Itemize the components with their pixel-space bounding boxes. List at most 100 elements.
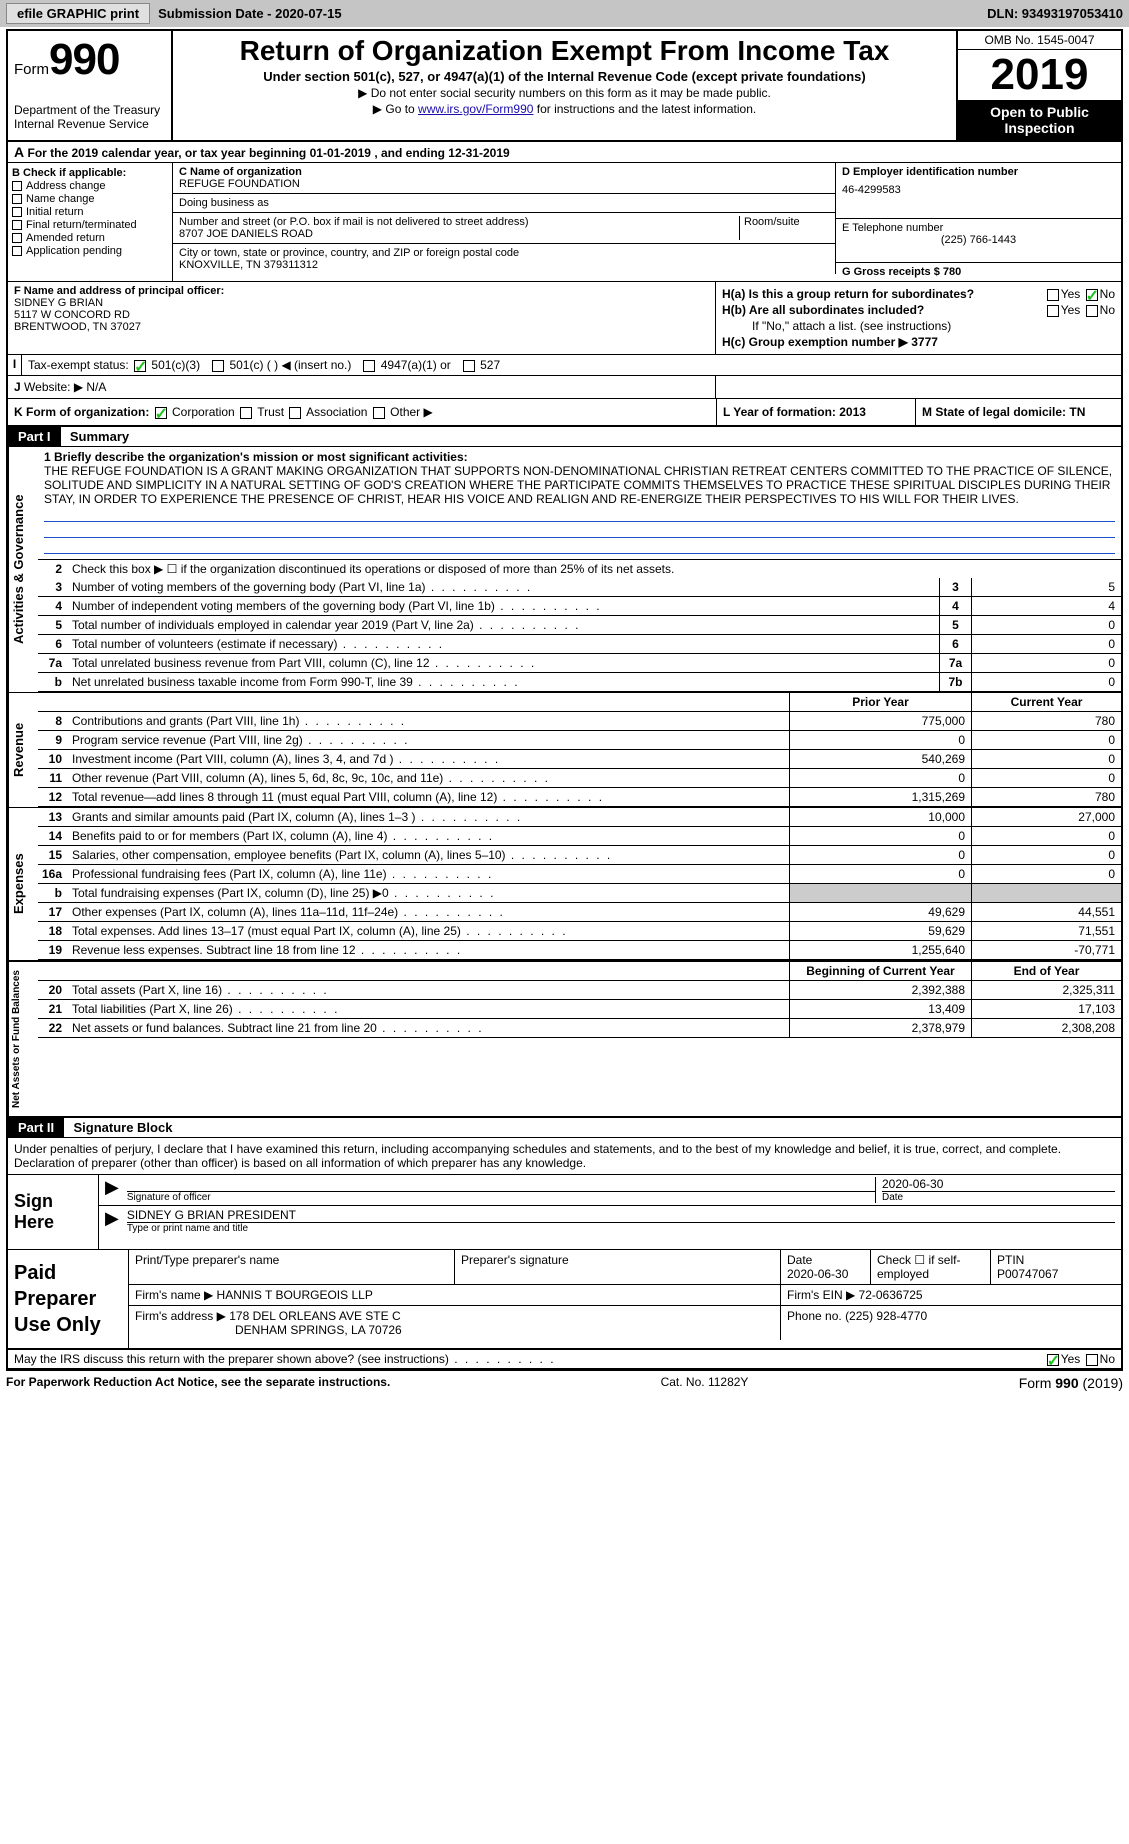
row-a-tax-year: A For the 2019 calendar year, or tax yea…	[8, 142, 1121, 163]
ha-no-checkbox[interactable]	[1086, 289, 1098, 301]
ptin-value: P00747067	[997, 1267, 1058, 1281]
firm-phone-label: Phone no.	[787, 1309, 842, 1323]
table-row: 10Investment income (Part VIII, column (…	[38, 750, 1121, 769]
city-label: City or town, state or province, country…	[179, 247, 519, 259]
box-d-ein: D Employer identification number 46-4299…	[836, 163, 1121, 219]
cb-application-pending[interactable]: Application pending	[12, 245, 168, 257]
vtab-governance: Activities & Governance	[8, 447, 38, 692]
part-i-badge: Part I	[8, 427, 61, 446]
sign-here-block: Sign Here ▶ Signature of officer 2020-06…	[8, 1175, 1121, 1250]
table-row: 6Total number of volunteers (estimate if…	[38, 635, 1121, 654]
cb-address-change[interactable]: Address change	[12, 180, 168, 192]
irs-form990-link[interactable]: www.irs.gov/Form990	[418, 102, 533, 116]
cb-final-return[interactable]: Final return/terminated	[12, 219, 168, 231]
prep-date-label: Date	[787, 1253, 812, 1267]
signature-label: Signature of officer	[127, 1191, 875, 1203]
form-990-page: Form990 Department of the Treasury Inter…	[6, 29, 1123, 1371]
ha-yes-checkbox[interactable]	[1047, 289, 1059, 301]
h-c-text: H(c) Group exemption number ▶ 3777	[722, 335, 938, 349]
discuss-no-checkbox[interactable]	[1086, 1354, 1098, 1366]
row-k-org-form: K Form of organization: Corporation Trus…	[8, 399, 1121, 427]
officer-name: SIDNEY G BRIAN	[14, 297, 103, 309]
form-subtitle: Under section 501(c), 527, or 4947(a)(1)…	[181, 69, 948, 84]
firm-name: HANNIS T BOURGEOIS LLP	[217, 1288, 373, 1302]
hb-yes-checkbox[interactable]	[1047, 305, 1059, 317]
expenses-section: Expenses 13Grants and similar amounts pa…	[8, 807, 1121, 960]
part-ii-header: Part II Signature Block	[8, 1116, 1121, 1138]
row-a-text: For the 2019 calendar year, or tax year …	[27, 146, 509, 160]
dba-label: Doing business as	[179, 197, 269, 209]
row-i-tax-status: I Tax-exempt status: 501(c)(3) 501(c) ( …	[8, 355, 1121, 376]
printed-name-label: Type or print name and title	[127, 1222, 1115, 1234]
box-c-name-label: C Name of organization	[179, 166, 302, 178]
cb-527[interactable]	[463, 360, 475, 372]
line-2-text: Check this box ▶ ☐ if the organization d…	[68, 560, 1121, 578]
form-title: Return of Organization Exempt From Incom…	[181, 35, 948, 67]
section-bcdefg: B Check if applicable: Address change Na…	[8, 163, 1121, 282]
boy-header: Beginning of Current Year	[789, 962, 971, 980]
cb-4947[interactable]	[363, 360, 375, 372]
signature-arrow-icon: ▶	[105, 1177, 119, 1203]
cb-association[interactable]	[289, 407, 301, 419]
ein-value: 46-4299583	[842, 184, 1115, 196]
state-domicile: M State of legal domicile: TN	[922, 405, 1085, 419]
discuss-text: May the IRS discuss this return with the…	[14, 1352, 556, 1366]
prep-sig-label: Preparer's signature	[461, 1253, 569, 1267]
cb-initial-return[interactable]: Initial return	[12, 206, 168, 218]
cb-trust[interactable]	[240, 407, 252, 419]
form-note-link: ▶ Go to www.irs.gov/Form990 for instruct…	[181, 102, 948, 116]
table-row: 21Total liabilities (Part X, line 26)13,…	[38, 1000, 1121, 1019]
table-row: bTotal fundraising expenses (Part IX, co…	[38, 884, 1121, 903]
table-row: 13Grants and similar amounts paid (Part …	[38, 808, 1121, 827]
net-assets-section: Net Assets or Fund Balances Beginning of…	[8, 960, 1121, 1116]
table-row: 22Net assets or fund balances. Subtract …	[38, 1019, 1121, 1038]
box-f-officer: F Name and address of principal officer:…	[8, 282, 716, 354]
footer-mid: Cat. No. 11282Y	[661, 1375, 749, 1391]
discuss-yes-checkbox[interactable]	[1047, 1354, 1059, 1366]
mission-block: 1 Briefly describe the organization's mi…	[38, 447, 1121, 560]
firm-ein-label: Firm's EIN ▶	[787, 1288, 855, 1302]
discuss-row: May the IRS discuss this return with the…	[8, 1350, 1121, 1369]
revenue-col-headers: Prior Year Current Year	[38, 693, 1121, 712]
cb-501c3[interactable]	[134, 360, 146, 372]
cb-corporation[interactable]	[155, 407, 167, 419]
dept-label: Department of the Treasury Internal Reve…	[14, 103, 165, 131]
box-b-checkboxes: B Check if applicable: Address change Na…	[8, 163, 173, 281]
vtab-expenses: Expenses	[8, 808, 38, 960]
cb-name-change[interactable]: Name change	[12, 193, 168, 205]
mission-text: THE REFUGE FOUNDATION IS A GRANT MAKING …	[44, 464, 1112, 506]
form-note-ssn: ▶ Do not enter social security numbers o…	[181, 86, 948, 100]
dln-label: DLN: 93493197053410	[987, 6, 1123, 21]
prep-name-label: Print/Type preparer's name	[135, 1253, 279, 1267]
table-row: 19Revenue less expenses. Subtract line 1…	[38, 941, 1121, 960]
j-label: J	[14, 380, 21, 394]
submission-date-label: Submission Date - 2020-07-15	[158, 6, 342, 21]
part-ii-title: Signature Block	[67, 1118, 178, 1137]
table-row: 4Number of independent voting members of…	[38, 597, 1121, 616]
sign-here-label: Sign Here	[8, 1175, 98, 1249]
paid-preparer-block: Paid Preparer Use Only Print/Type prepar…	[8, 1250, 1121, 1350]
cb-501c[interactable]	[212, 360, 224, 372]
addr-label: Number and street (or P.O. box if mail i…	[179, 216, 529, 228]
form-header: Form990 Department of the Treasury Inter…	[8, 31, 1121, 142]
hb-no-checkbox[interactable]	[1086, 305, 1098, 317]
efile-print-button[interactable]: efile GRAPHIC print	[6, 3, 150, 24]
form-year-block: OMB No. 1545-0047 2019 Open to Public In…	[956, 31, 1121, 140]
self-employed-check[interactable]: Check ☐ if self-employed	[871, 1250, 991, 1284]
vtab-revenue: Revenue	[8, 693, 38, 807]
h-b-note: If "No," attach a list. (see instruction…	[722, 319, 1115, 333]
box-c-address: Number and street (or P.O. box if mail i…	[173, 213, 836, 244]
row-j-website: J Website: ▶ N/A	[8, 376, 1121, 399]
table-row: 17Other expenses (Part IX, column (A), l…	[38, 903, 1121, 922]
cb-amended-return[interactable]: Amended return	[12, 232, 168, 244]
box-g-receipts: G Gross receipts $ 780	[836, 263, 1121, 281]
table-row: 11Other revenue (Part VIII, column (A), …	[38, 769, 1121, 788]
table-row: 8Contributions and grants (Part VIII, li…	[38, 712, 1121, 731]
net-col-headers: Beginning of Current Year End of Year	[38, 962, 1121, 981]
firm-phone: (225) 928-4770	[845, 1309, 927, 1323]
table-row: 12Total revenue—add lines 8 through 11 (…	[38, 788, 1121, 807]
governance-section: Activities & Governance 1 Briefly descri…	[8, 447, 1121, 692]
table-row: bNet unrelated business taxable income f…	[38, 673, 1121, 692]
sign-date-value: 2020-06-30	[882, 1177, 1115, 1191]
cb-other[interactable]	[373, 407, 385, 419]
